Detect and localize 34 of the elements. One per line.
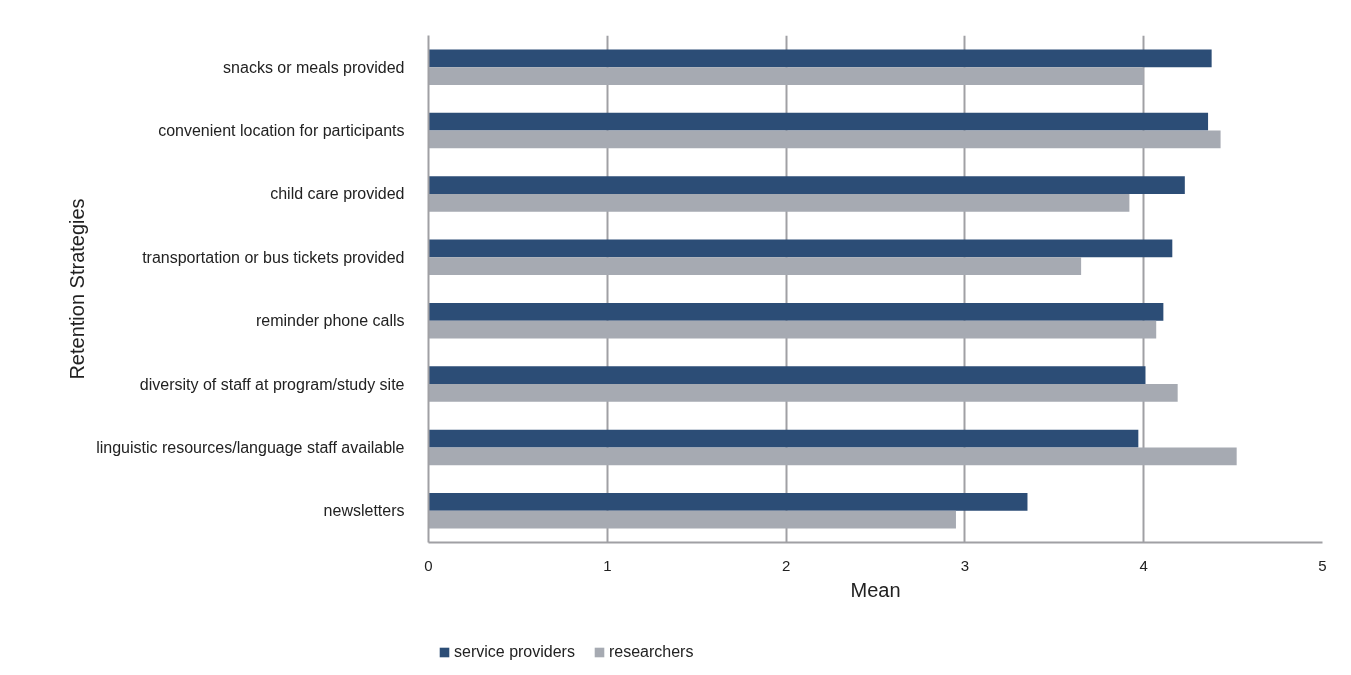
y-tick-label: diversity of staff at program/study site [139, 375, 405, 393]
bar [428, 447, 1237, 466]
bar [428, 366, 1146, 385]
y-tick-label: linguistic resources/language staff available [96, 438, 405, 456]
x-tick-label: 5 [1318, 556, 1327, 574]
bar [428, 302, 1164, 321]
bar [428, 320, 1157, 339]
x-tick-label: 3 [960, 556, 970, 574]
y-tick-label: child care provided [270, 185, 405, 203]
bar [428, 493, 1028, 511]
x-tick-label: 0 [424, 556, 433, 574]
bar [428, 384, 1178, 402]
bar [428, 429, 1139, 448]
x-axis-title: Mean [850, 578, 901, 601]
bar [428, 239, 1173, 258]
bar [428, 67, 1144, 85]
y-tick-label: convenient location for participants [158, 122, 405, 140]
bar [428, 176, 1185, 194]
bar [428, 112, 1209, 131]
legend-label: researchers [608, 643, 694, 661]
y-tick-label: snacks or meals provided [223, 58, 405, 76]
legend-label: service providers [454, 643, 575, 661]
x-tick-label: 2 [781, 556, 791, 574]
y-axis-title: Retention Strategies [66, 198, 89, 380]
bar [428, 193, 1130, 212]
bar [428, 49, 1212, 68]
y-tick-label: transportation or bus tickets provided [142, 248, 405, 266]
bar [428, 257, 1082, 276]
bar [428, 510, 956, 529]
x-tick-label: 1 [603, 556, 612, 574]
bar [428, 130, 1221, 149]
x-tick-label: 4 [1139, 556, 1148, 574]
y-tick-label: reminder phone calls [255, 312, 405, 330]
y-tick-label: newsletters [323, 502, 405, 520]
